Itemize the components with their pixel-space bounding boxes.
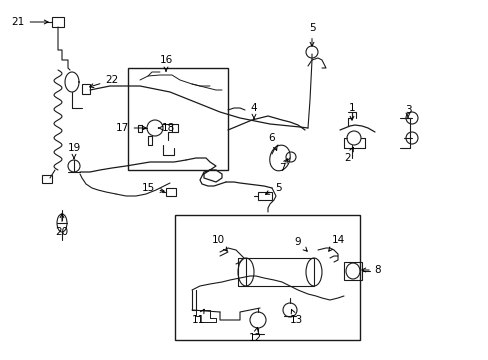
- Bar: [258, 192, 271, 200]
- Bar: [343, 262, 361, 280]
- Bar: [245, 258, 313, 286]
- Text: 13: 13: [289, 309, 302, 325]
- Text: 6: 6: [268, 133, 277, 150]
- Bar: [128, 68, 227, 170]
- Text: 5: 5: [265, 183, 281, 194]
- Text: 3: 3: [404, 105, 410, 118]
- Bar: [165, 188, 176, 196]
- Bar: [42, 175, 52, 183]
- Text: 15: 15: [141, 183, 164, 193]
- Text: 14: 14: [328, 235, 344, 251]
- Text: 11: 11: [191, 309, 204, 325]
- Text: 9: 9: [294, 237, 306, 251]
- Text: 16: 16: [159, 55, 172, 71]
- Text: 10: 10: [211, 235, 227, 251]
- Bar: [52, 17, 64, 27]
- Text: 18: 18: [158, 123, 174, 133]
- Text: 19: 19: [67, 143, 81, 159]
- Text: 12: 12: [248, 327, 261, 343]
- Text: 17: 17: [115, 123, 146, 133]
- Text: 5: 5: [308, 23, 315, 46]
- Text: 2: 2: [344, 147, 353, 163]
- Text: 1: 1: [348, 103, 355, 120]
- Bar: [82, 84, 90, 94]
- Bar: [175, 215, 359, 340]
- Text: 20: 20: [55, 214, 68, 237]
- Text: 21: 21: [11, 17, 48, 27]
- Text: 7: 7: [278, 159, 287, 173]
- Text: 22: 22: [89, 75, 119, 87]
- Text: 8: 8: [361, 265, 381, 275]
- Text: 4: 4: [250, 103, 257, 119]
